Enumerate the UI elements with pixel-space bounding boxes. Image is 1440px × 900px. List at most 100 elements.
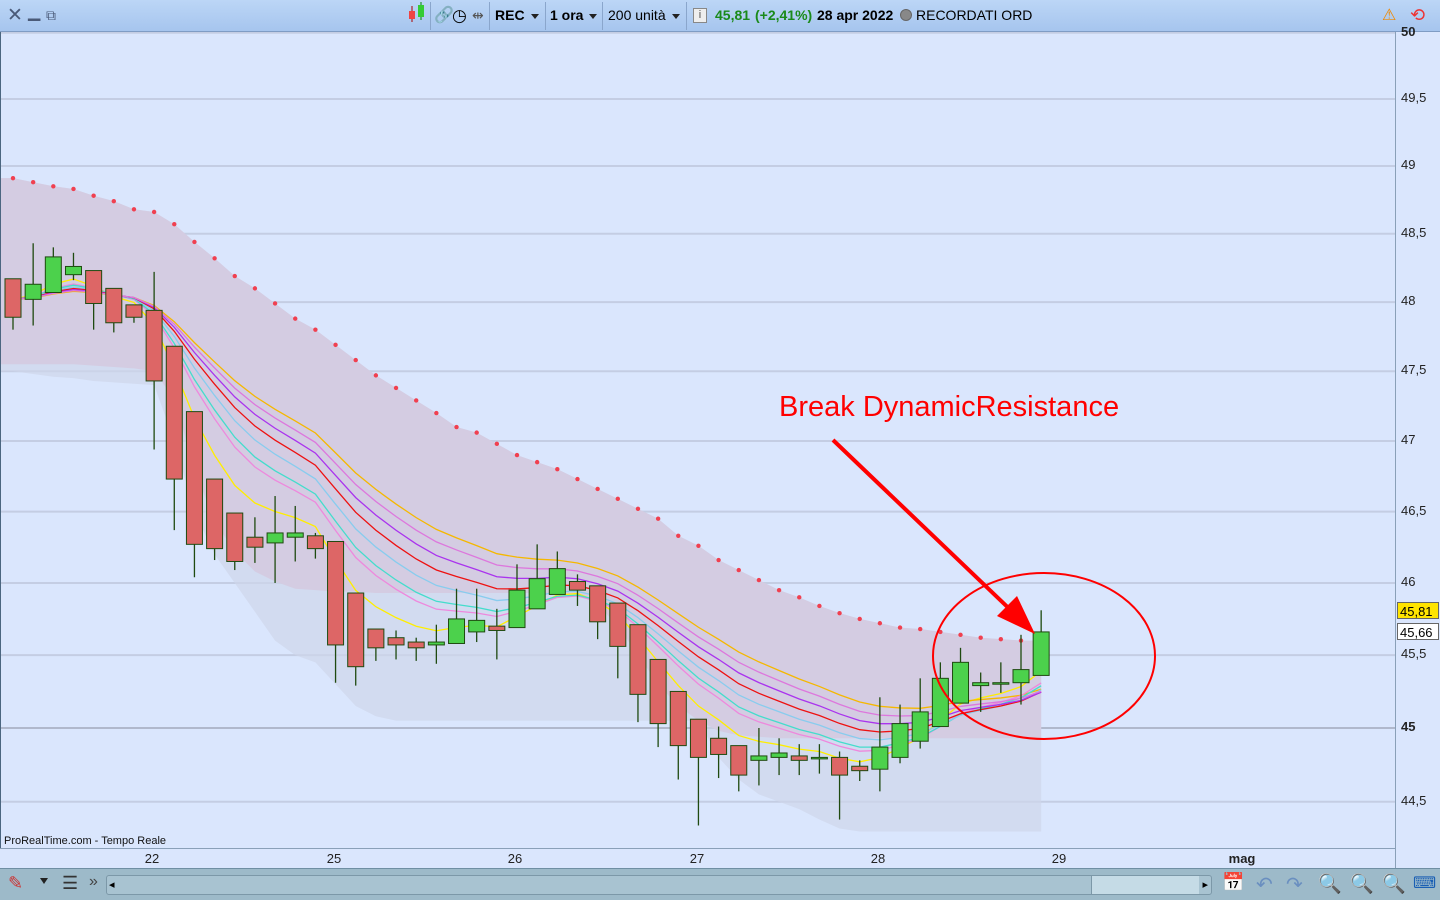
candle-down[interactable] — [125, 304, 143, 318]
candle-down[interactable] — [689, 718, 707, 758]
candle-up[interactable] — [528, 578, 546, 610]
candle-down[interactable] — [85, 270, 103, 304]
time-axis[interactable]: 22 25 26 27 28 29 mag — [0, 848, 1395, 868]
candle-down[interactable] — [710, 737, 728, 755]
candle-up[interactable] — [992, 682, 1010, 685]
candle-down[interactable] — [669, 690, 687, 747]
candle-up[interactable] — [911, 711, 929, 742]
scrollbar-thumb[interactable] — [1091, 876, 1199, 894]
timeframe-dropdown[interactable]: 1 ora — [550, 0, 597, 31]
resistance-dot — [293, 316, 298, 321]
refresh-icon[interactable]: ⟲ — [1410, 5, 1426, 25]
instrument-name[interactable]: RECORDATI ORD — [916, 7, 1033, 23]
candle-up[interactable] — [448, 618, 466, 644]
scroll-left-icon[interactable]: ◂ — [109, 879, 115, 891]
candle-up[interactable] — [508, 589, 526, 629]
scroll-right-icon[interactable]: ▸ — [1202, 879, 1208, 891]
candle-up[interactable] — [24, 283, 42, 300]
candle-down[interactable] — [105, 287, 123, 324]
resistance-dot — [333, 342, 338, 348]
dropdown-icon[interactable] — [40, 878, 48, 884]
close-icon[interactable]: ✕ — [7, 5, 23, 26]
candle-down[interactable] — [790, 755, 808, 761]
resistance-dot — [51, 184, 56, 189]
candle-up[interactable] — [750, 755, 768, 761]
candle-down[interactable] — [831, 756, 849, 776]
y-tick-label: 48,5 — [1401, 224, 1427, 240]
clock-icon[interactable]: ◷ — [452, 6, 467, 25]
candle-up[interactable] — [770, 752, 788, 758]
units-dropdown[interactable]: 200 unità — [608, 0, 680, 31]
candlestick-type-icon[interactable] — [407, 0, 427, 31]
link-icon[interactable]: 🔗 — [434, 7, 454, 24]
draw-tools-icon[interactable]: ✎ — [8, 873, 24, 893]
candle-up[interactable] — [810, 756, 828, 760]
horizontal-scrollbar[interactable]: ◂ ▸ — [106, 875, 1212, 895]
candle-down[interactable] — [347, 592, 365, 668]
candle-down[interactable] — [629, 624, 647, 695]
resistance-dot — [676, 533, 681, 538]
candle-down[interactable] — [246, 536, 264, 548]
annotation-text: Break DynamicResistance — [779, 391, 1119, 423]
candle-down[interactable] — [488, 625, 506, 631]
minimize-icon[interactable]: ▁ — [28, 4, 41, 21]
resistance-dot — [575, 476, 580, 482]
candle-down[interactable] — [145, 309, 163, 382]
candle-down[interactable] — [226, 512, 244, 562]
zoom-auto-icon[interactable]: 🔍 — [1318, 874, 1342, 895]
candle-up[interactable] — [871, 746, 889, 770]
candle-down[interactable] — [4, 278, 22, 318]
feed-dropdown[interactable]: REC — [495, 0, 539, 31]
candle-up[interactable] — [952, 661, 970, 704]
redo-icon[interactable]: ↷ — [1286, 874, 1303, 896]
zoom-out-icon[interactable]: 🔍 — [1350, 874, 1374, 895]
candle-up[interactable] — [1012, 669, 1030, 684]
menu-icon[interactable]: ☰ — [62, 873, 79, 893]
candle-down[interactable] — [327, 540, 345, 646]
candle-down[interactable] — [206, 478, 224, 550]
candle-down[interactable] — [407, 641, 425, 649]
resistance-dot — [776, 587, 782, 593]
candle-up[interactable] — [44, 256, 62, 293]
alert-icon[interactable]: ⚠ — [1382, 7, 1397, 24]
resistance-dot — [837, 610, 842, 616]
candle-up[interactable] — [64, 265, 82, 276]
x-tick-label: 29 — [1051, 851, 1067, 866]
zoom-in-icon[interactable]: 🔍 — [1382, 874, 1406, 895]
x-tick-label: 27 — [689, 851, 705, 866]
calendar-icon[interactable]: 📅 — [1222, 872, 1245, 892]
candle-up[interactable] — [468, 619, 486, 633]
y-tick-label: 47,5 — [1401, 362, 1427, 378]
expand-icon[interactable]: » — [89, 873, 98, 890]
candle-up[interactable] — [1032, 631, 1050, 676]
cursor-icon[interactable]: ⇹ — [472, 7, 484, 23]
candle-down[interactable] — [730, 745, 748, 776]
candle-down[interactable] — [306, 535, 324, 550]
price-axis[interactable]: 50 49,5 49 48,5 48 47,5 47 46,5 46 45,5 45 44,5 — [1395, 24, 1440, 868]
candle-up[interactable] — [931, 677, 949, 728]
candle-down[interactable] — [609, 602, 627, 647]
candle-down[interactable] — [185, 411, 203, 545]
resistance-dot — [252, 286, 258, 291]
candle-up[interactable] — [891, 723, 909, 758]
info-icon[interactable]: i — [693, 8, 707, 23]
candle-up[interactable] — [427, 641, 445, 646]
candle-up[interactable] — [548, 568, 566, 595]
candle-down[interactable] — [851, 765, 869, 772]
candle-up[interactable] — [972, 682, 990, 687]
keyboard-icon[interactable]: ⌨ — [1413, 875, 1437, 892]
x-tick-label: 26 — [507, 851, 523, 866]
price-chart[interactable]: Break DynamicResistance ProRealTime.com … — [0, 32, 1395, 848]
candle-down[interactable] — [649, 658, 667, 725]
candle-down[interactable] — [387, 637, 405, 646]
candle-down[interactable] — [165, 345, 183, 480]
candle-down[interactable] — [589, 585, 607, 623]
candle-down[interactable] — [568, 581, 586, 591]
restore-icon[interactable]: ⧉ — [46, 7, 56, 23]
candle-up[interactable] — [266, 532, 284, 544]
resistance-dot — [474, 430, 479, 435]
candle-up[interactable] — [286, 532, 304, 538]
undo-icon[interactable]: ↶ — [1256, 874, 1273, 896]
candle-down[interactable] — [367, 628, 385, 649]
resistance-dot — [615, 496, 620, 502]
